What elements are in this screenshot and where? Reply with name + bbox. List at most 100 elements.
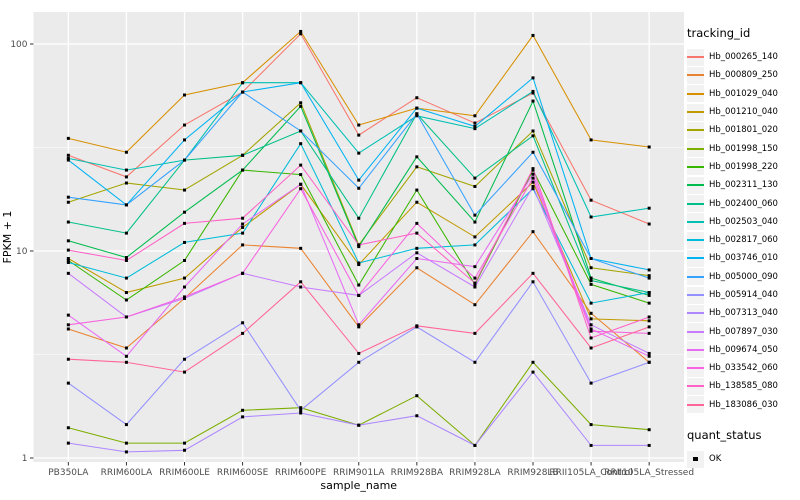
data-point	[357, 423, 361, 427]
data-point	[415, 112, 419, 116]
data-point	[473, 176, 477, 180]
data-point	[415, 114, 419, 118]
legend-line-swatch	[687, 220, 704, 223]
data-point	[589, 301, 593, 305]
data-point	[124, 450, 128, 454]
x-tick-label: RRIM928LB	[507, 468, 558, 478]
data-point	[589, 423, 593, 427]
data-point	[647, 274, 651, 278]
data-point	[473, 360, 477, 364]
data-point	[647, 145, 651, 149]
data-point	[66, 156, 70, 160]
legend-line-swatch	[687, 330, 704, 333]
x-tick-label: RRII105LA_Stressed	[604, 468, 694, 478]
data-point	[531, 129, 535, 133]
data-point	[415, 246, 419, 250]
data-point	[241, 331, 245, 335]
data-point	[183, 123, 187, 127]
data-point	[473, 127, 477, 131]
data-point	[647, 360, 651, 364]
data-point	[124, 441, 128, 445]
data-point	[357, 245, 361, 249]
legend-entry-label: Hb_001998_150	[709, 143, 778, 154]
data-point	[647, 331, 651, 335]
data-point	[124, 203, 128, 207]
x-axis-title: sample_name	[320, 479, 397, 492]
legend-line-swatch	[687, 367, 704, 370]
data-point	[241, 222, 245, 226]
legend-entry-label: Hb_009674_050	[709, 344, 778, 355]
data-point	[589, 138, 593, 142]
data-point	[357, 325, 361, 329]
data-point	[66, 381, 70, 385]
data-point	[357, 263, 361, 267]
data-point	[473, 213, 477, 217]
data-point	[241, 271, 245, 275]
data-point	[241, 216, 245, 220]
legend-line-swatch	[687, 147, 704, 150]
data-point	[66, 260, 70, 264]
data-point	[357, 243, 361, 247]
data-point	[531, 271, 535, 275]
legend-key	[687, 286, 704, 304]
data-point	[299, 280, 303, 284]
legend-line-swatch	[687, 111, 704, 114]
data-point	[299, 406, 303, 410]
legend-line-swatch	[687, 385, 704, 388]
data-point	[531, 370, 535, 374]
data-point	[531, 280, 535, 284]
legend-entry-label: Hb_000265_140	[709, 52, 778, 63]
legend-entry-quant-ok: OK	[687, 450, 799, 468]
data-point	[357, 360, 361, 364]
data-point	[589, 317, 593, 321]
data-point	[183, 370, 187, 374]
legend-entry: Hb_001998_220	[687, 158, 799, 176]
data-point	[589, 323, 593, 327]
black-square-icon	[693, 456, 698, 462]
data-point	[415, 96, 419, 100]
legend-entry: Hb_002503_040	[687, 213, 799, 231]
legend-title-tracking-id: tracking_id	[687, 26, 751, 40]
data-point	[66, 200, 70, 204]
data-point	[531, 89, 535, 93]
data-point	[531, 230, 535, 234]
data-point	[531, 176, 535, 180]
legend-key	[687, 121, 704, 139]
data-point	[531, 76, 535, 80]
x-tick-label: RRIM901LA	[333, 468, 385, 478]
data-point	[66, 323, 70, 327]
legend-entry: Hb_002311_130	[687, 176, 799, 194]
legend-entry-label: Hb_183086_030	[709, 399, 778, 410]
data-point	[415, 106, 419, 110]
data-point	[473, 243, 477, 247]
legend-entry: Hb_002817_060	[687, 231, 799, 249]
data-point	[66, 153, 70, 157]
data-point	[473, 443, 477, 447]
data-point	[357, 186, 361, 190]
data-point	[589, 327, 593, 331]
data-point	[241, 243, 245, 247]
x-tick-label: RRIM928BA	[391, 468, 444, 478]
legend-entry: Hb_007313_040	[687, 304, 799, 322]
x-tick-label: RRIM600SE	[217, 468, 269, 478]
data-point	[531, 180, 535, 184]
legend-key	[687, 323, 704, 341]
legend-line-swatch	[687, 92, 704, 95]
data-point	[357, 351, 361, 355]
data-point	[647, 443, 651, 447]
legend-entry: Hb_001998_150	[687, 139, 799, 158]
legend-key	[687, 377, 704, 395]
data-point	[357, 293, 361, 297]
data-point	[66, 239, 70, 243]
legend-line-swatch	[687, 275, 704, 278]
legend-entry: Hb_001801_020	[687, 121, 799, 139]
data-point	[183, 93, 187, 97]
data-point	[589, 346, 593, 350]
data-point	[299, 104, 303, 108]
x-tick-label: RRIM600PE	[275, 468, 327, 478]
x-tick-label: PB350LA	[48, 468, 89, 478]
legend-key	[687, 396, 704, 414]
legend-key	[687, 140, 704, 158]
data-point	[124, 175, 128, 179]
